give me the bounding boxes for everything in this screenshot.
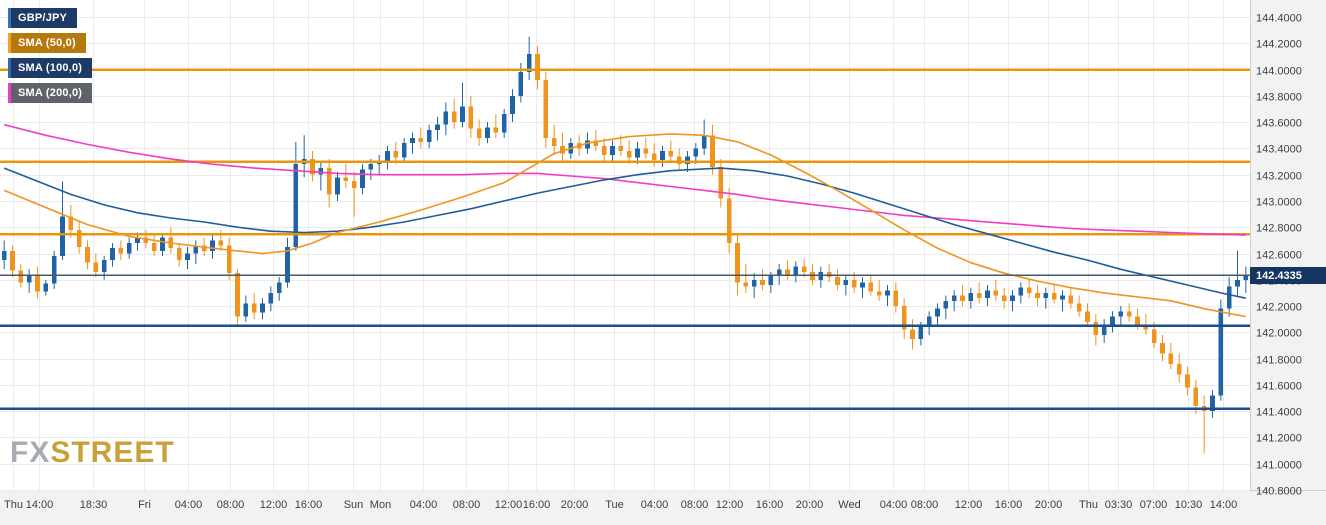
svg-text:12:00: 12:00 xyxy=(260,499,288,511)
svg-text:18:30: 18:30 xyxy=(80,499,108,511)
svg-text:Thu: Thu xyxy=(1079,499,1098,511)
svg-text:Fri: Fri xyxy=(138,499,151,511)
svg-text:04:00: 04:00 xyxy=(410,499,438,511)
indicator-legend: GBP/JPY SMA (50,0) SMA (100,0) SMA (200,0) xyxy=(8,8,93,103)
y-axis: 144.4000 144.2000 144.0000 143.8000 143.6000… xyxy=(0,13,1302,498)
svg-text:141.8000: 141.8000 xyxy=(1256,355,1302,367)
svg-text:Wed: Wed xyxy=(838,499,860,511)
svg-text:04:00: 04:00 xyxy=(641,499,669,511)
level-lines xyxy=(0,68,1250,410)
svg-text:20:00: 20:00 xyxy=(796,499,824,511)
fxstreet-logo-street: STREET xyxy=(50,436,175,469)
svg-text:142.0000: 142.0000 xyxy=(1256,328,1302,340)
svg-text:Sun: Sun xyxy=(344,499,364,511)
svg-text:142.2000: 142.2000 xyxy=(1256,302,1302,314)
svg-text:07:00: 07:00 xyxy=(1140,499,1168,511)
svg-text:16:00: 16:00 xyxy=(756,499,784,511)
legend-item-sma-200-0[interactable]: SMA (200,0) xyxy=(8,83,93,103)
svg-text:141.6000: 141.6000 xyxy=(1256,381,1302,393)
svg-text:08:00: 08:00 xyxy=(911,499,939,511)
svg-text:143.8000: 143.8000 xyxy=(1256,92,1302,104)
svg-text:144.4000: 144.4000 xyxy=(1256,13,1302,25)
y-axis-background xyxy=(1250,0,1326,525)
svg-text:10:30: 10:30 xyxy=(1175,499,1203,511)
svg-text:04:00: 04:00 xyxy=(175,499,203,511)
svg-text:Thu: Thu xyxy=(4,499,23,511)
sma100-line xyxy=(3,167,1246,299)
svg-text:142.6000: 142.6000 xyxy=(1256,250,1302,262)
legend-item-gbp-jpy[interactable]: GBP/JPY xyxy=(8,8,78,28)
svg-text:143.6000: 143.6000 xyxy=(1256,118,1302,130)
fxstreet-logo: FXSTREET xyxy=(10,436,175,470)
svg-text:03:30: 03:30 xyxy=(1105,499,1133,511)
svg-text:12:00: 12:00 xyxy=(955,499,983,511)
svg-text:Mon: Mon xyxy=(370,499,391,511)
svg-text:04:00: 04:00 xyxy=(880,499,908,511)
svg-text:14:00: 14:00 xyxy=(1210,499,1238,511)
x-axis: Thu 14:00 18:30 Fri 04:00 08:00 12:00 16:00 Sun M… xyxy=(4,0,1237,511)
svg-text:Tue: Tue xyxy=(605,499,624,511)
candles xyxy=(1,36,1249,454)
svg-text:143.2000: 143.2000 xyxy=(1256,171,1302,183)
svg-text:12:00: 12:00 xyxy=(495,499,523,511)
legend-item-sma-100-0[interactable]: SMA (100,0) xyxy=(8,58,93,78)
svg-text:08:00: 08:00 xyxy=(217,499,245,511)
svg-text:142.8000: 142.8000 xyxy=(1256,223,1302,235)
svg-text:141.4000: 141.4000 xyxy=(1256,407,1302,419)
legend-item-sma-50-0[interactable]: SMA (50,0) xyxy=(8,33,86,53)
svg-text:144.2000: 144.2000 xyxy=(1256,39,1302,51)
fxstreet-logo-fx: FX xyxy=(10,436,51,469)
svg-text:143.0000: 143.0000 xyxy=(1256,197,1302,209)
x-axis-background xyxy=(0,490,1326,525)
svg-text:16:00: 16:00 xyxy=(523,499,551,511)
svg-text:16:00: 16:00 xyxy=(295,499,323,511)
svg-text:08:00: 08:00 xyxy=(681,499,709,511)
svg-text:20:00: 20:00 xyxy=(561,499,589,511)
svg-text:12:00: 12:00 xyxy=(716,499,744,511)
svg-text:16:00: 16:00 xyxy=(995,499,1023,511)
current-price-badge: 142.4335 xyxy=(1250,267,1326,284)
svg-text:14:00: 14:00 xyxy=(26,499,54,511)
sma50-line xyxy=(3,133,1246,318)
svg-text:20:00: 20:00 xyxy=(1035,499,1063,511)
sma200-line xyxy=(4,123,1246,236)
svg-text:140.8000: 140.8000 xyxy=(1256,486,1302,498)
svg-text:141.0000: 141.0000 xyxy=(1256,460,1302,472)
svg-text:08:00: 08:00 xyxy=(453,499,481,511)
svg-text:143.4000: 143.4000 xyxy=(1256,144,1302,156)
svg-text:144.0000: 144.0000 xyxy=(1256,66,1302,78)
svg-text:141.2000: 141.2000 xyxy=(1256,433,1302,445)
